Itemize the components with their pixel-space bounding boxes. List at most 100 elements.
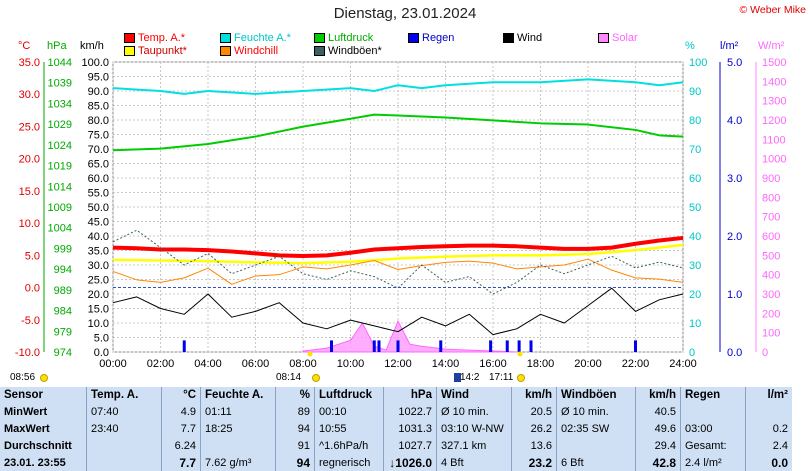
stats-header: Windböen — [556, 387, 636, 404]
stats-cell: 20.5 — [511, 403, 557, 421]
stats-cell: 26.2 — [511, 420, 557, 438]
stats-cell: 1031.3 — [383, 420, 437, 438]
wind-axis-tick: 90.0 — [88, 86, 109, 98]
stats-cell: 02:35 SW — [556, 420, 636, 438]
stats-header: Temp. A. — [86, 387, 162, 404]
stats-cell: 01:11 — [200, 403, 276, 421]
stats-cell: 49.6 — [635, 420, 681, 438]
stats-row-avg: Durchschnitt 6.24 91 ^1.6hPa/h 1027.7 32… — [0, 437, 792, 455]
stats-cell: 91 — [275, 437, 315, 455]
pressure-axis-tick: 1004 — [48, 223, 72, 235]
stats-header: km/h — [511, 387, 557, 404]
rain-bar — [439, 340, 443, 352]
stats-cell — [86, 454, 162, 471]
rain-axis-tick: 5.0 — [727, 57, 742, 69]
series-feuchte-a — [112, 78, 684, 95]
solar-axis-tick: 0 — [762, 347, 768, 359]
stats-cell: 327.1 km — [436, 437, 512, 455]
stats-cell: 07:40 — [86, 403, 162, 421]
chart-title: Dienstag, 23.01.2024 — [333, 5, 477, 22]
stats-row-max: MaxWert 23:40 7.7 18:25 94 10:55 1031.3 … — [0, 420, 792, 438]
wind-axis-tick: 75.0 — [88, 130, 109, 142]
series-luftdruck — [112, 113, 684, 152]
humidity-axis-tick: 100 — [689, 57, 707, 69]
x-axis-tick: 18:00 — [527, 358, 555, 370]
stats-header: Wind — [436, 387, 512, 404]
wind-axis-tick: 85.0 — [88, 101, 109, 113]
stats-cell: 2.4 — [772, 439, 788, 452]
wind-axis-tick: 15.0 — [88, 304, 109, 316]
humidity-axis-tick: 80 — [689, 115, 701, 127]
stats-cell: 4.9 — [161, 403, 201, 421]
legend-label-wind: Wind — [517, 32, 543, 44]
stats-cell: MaxWert — [0, 420, 87, 438]
stats-cell: 40.5 — [635, 403, 681, 421]
sunrise-marker — [307, 351, 313, 357]
left-time-label: 08:56 — [10, 372, 36, 383]
stats-cell: 1022.7 — [383, 403, 437, 421]
legend-rain: Regen — [408, 32, 454, 44]
rain-bar — [489, 340, 493, 352]
sunset-marker — [517, 351, 523, 357]
series-temp-a — [112, 235, 684, 258]
stats-table: Sensor Temp. A. °C Feuchte A. % Luftdruc… — [0, 387, 792, 471]
stats-cell: 42.8 — [635, 454, 681, 471]
rain-axis-tick: 4.0 — [727, 115, 742, 127]
sunrise-time: 08:14 — [276, 372, 302, 383]
stats-cell: 94 — [275, 454, 315, 471]
stats-cell: Durchschnitt — [0, 437, 87, 455]
wind-axis-tick: 30.0 — [88, 260, 109, 272]
stats-cell: ↓1026.0 — [383, 454, 437, 471]
pressure-axis-tick: 984 — [54, 306, 72, 318]
wind-axis-tick: 20.0 — [88, 289, 109, 301]
legend-swatch-windchill — [220, 46, 231, 56]
humidity-axis-tick: 30 — [689, 260, 701, 272]
stats-cell: 13.6 — [511, 437, 557, 455]
unit-solar: W/m² — [758, 40, 785, 52]
stats-header: hPa — [383, 387, 437, 404]
temp-axis-tick: -10.0 — [15, 347, 40, 359]
stats-cell: Gesamt: — [680, 437, 746, 455]
rain-axis-tick: 0.0 — [727, 347, 742, 359]
unit-rain: l/m² — [720, 40, 739, 52]
pressure-axis-tick: 1039 — [48, 78, 72, 90]
stats-cell: 10:55 — [314, 420, 384, 438]
sun-icon — [40, 374, 48, 382]
pressure-axis-tick: 994 — [54, 264, 72, 276]
humidity-axis-tick: 10 — [689, 318, 701, 330]
pressure-axis-tick: 1009 — [48, 202, 72, 214]
legend-swatch-humidity — [220, 33, 231, 43]
pressure-axis-tick: 1029 — [48, 119, 72, 131]
legend-label-temp: Temp. A.* — [138, 32, 186, 44]
legend-label-dewpoint: Taupunkt* — [138, 45, 187, 57]
stats-cell: 7.62 g/m³ — [200, 454, 276, 471]
stats-header-row: Sensor Temp. A. °C Feuchte A. % Luftdruc… — [0, 387, 792, 404]
legend-label-pressure: Luftdruck — [328, 32, 374, 44]
stats-cell: Ø 10 min. — [436, 403, 512, 421]
sunset-icon — [517, 374, 525, 382]
legend-wind: Wind — [503, 32, 542, 44]
temp-axis-tick: 30.0 — [19, 89, 40, 101]
rain-bar — [634, 340, 637, 352]
stats-row-min: MinWert 07:40 4.9 01:11 89 00:10 1022.7 … — [0, 403, 792, 421]
wind-axis-tick: 60.0 — [88, 173, 109, 185]
solar-noon-icon — [454, 373, 461, 382]
unit-wind: km/h — [80, 40, 104, 52]
stats-cell: 00:10 — [314, 403, 384, 421]
x-axis-tick: 00:00 — [99, 358, 127, 370]
solar-axis-tick: 200 — [762, 308, 780, 320]
stats-cell: 03:00 — [680, 420, 746, 438]
legend-windchill: Windchill — [220, 45, 278, 57]
wind-axis-tick: 35.0 — [88, 246, 109, 258]
humidity-axis-tick: 40 — [689, 231, 701, 243]
rain-bar — [529, 340, 533, 352]
pressure-axis-tick: 989 — [54, 285, 72, 297]
wind-axis-tick: 80.0 — [88, 115, 109, 127]
stats-cell — [680, 403, 746, 421]
x-axis-tick: 04:00 — [194, 358, 222, 370]
legend-swatch-pressure — [314, 33, 325, 43]
wind-axis-tick: 70.0 — [88, 144, 109, 156]
rain-bar — [330, 340, 333, 352]
rain-bar — [372, 340, 376, 352]
x-axis-tick: 10:00 — [337, 358, 365, 370]
